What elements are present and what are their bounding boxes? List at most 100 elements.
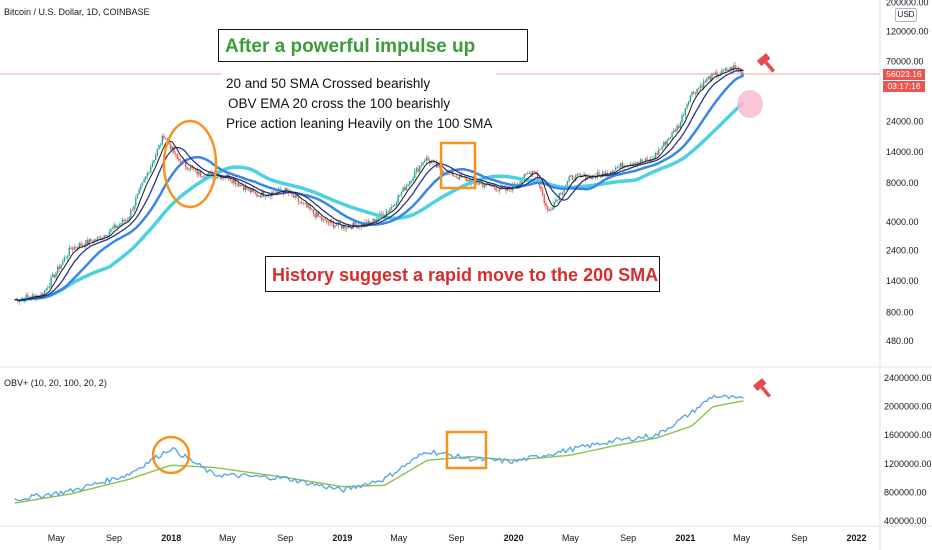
candle-body: [76, 247, 79, 249]
candle-body: [133, 205, 135, 211]
time-tick-label: May: [219, 533, 237, 543]
obv-tick-label: 2400000.00: [884, 373, 932, 383]
candle-body: [571, 175, 574, 180]
candle-body: [360, 223, 363, 227]
candle-body: [585, 173, 587, 180]
obv-tick-label: 2000000.00: [884, 402, 932, 412]
candle-body: [536, 173, 539, 180]
candle-body: [606, 173, 609, 176]
candle-body: [614, 168, 617, 171]
candle-body: [661, 146, 663, 149]
candle-body: [691, 92, 693, 96]
candle-body: [68, 247, 71, 256]
candle-body: [189, 166, 192, 170]
candle-body: [528, 173, 530, 174]
candle-body: [141, 182, 144, 186]
candle-body: [684, 108, 687, 116]
candle-body: [430, 161, 433, 164]
candle-body: [389, 209, 391, 212]
candle-body: [550, 209, 552, 211]
price-tick-label: 4000.00: [886, 217, 919, 227]
candle-body: [93, 239, 95, 243]
countdown-tag: 03:17:16: [883, 81, 925, 92]
candle-body: [659, 148, 662, 150]
candle-body: [90, 239, 92, 242]
candle-body: [299, 201, 301, 203]
candle-body: [196, 168, 198, 175]
hammer-head: [753, 378, 767, 391]
candle-body: [722, 69, 725, 71]
candle-body: [63, 257, 66, 262]
candle-body: [32, 294, 34, 299]
currency-badge[interactable]: USD: [895, 8, 917, 22]
time-tick-label: 2020: [504, 533, 524, 543]
price-panel: [14, 53, 776, 306]
time-tick-label: Sep: [277, 533, 293, 543]
time-tick-label: May: [562, 533, 580, 543]
candle-body: [145, 176, 147, 180]
candle-body: [116, 225, 119, 228]
candle-body: [108, 231, 110, 236]
candle-body: [244, 186, 247, 191]
candle-body: [634, 163, 637, 165]
candle-body: [357, 225, 359, 229]
candle-body: [138, 189, 140, 194]
candle-body: [556, 199, 559, 201]
candle-body: [292, 194, 295, 198]
candle-body: [603, 171, 605, 173]
candle-body: [354, 222, 356, 226]
candle-body: [583, 173, 585, 177]
candle-body: [526, 173, 529, 175]
candle-body: [257, 195, 260, 197]
candle-body: [598, 172, 600, 175]
highlight-box-2019: [439, 141, 477, 190]
candle-body: [174, 153, 177, 155]
candle-body: [125, 220, 127, 222]
candle-body: [319, 216, 321, 218]
candle-body: [98, 237, 100, 238]
candle-body: [531, 170, 534, 175]
candle-body: [613, 170, 615, 173]
candle-body: [689, 95, 692, 102]
candle-body: [477, 183, 479, 185]
candle-body: [164, 138, 167, 140]
candle-body: [377, 217, 379, 220]
candle-body: [47, 287, 49, 289]
candle-body: [395, 202, 398, 206]
candle-body: [306, 203, 308, 208]
candle-body: [639, 159, 642, 163]
chart-title: Bitcoin / U.S. Dollar, 1D, COINBASE: [4, 7, 150, 17]
candle-body: [681, 115, 683, 123]
candle-body: [561, 192, 564, 195]
highlight-circle-2018: [162, 119, 218, 209]
candle-body: [404, 187, 406, 191]
candle-body: [252, 189, 255, 192]
candle-body: [455, 176, 457, 178]
candle-body: [249, 188, 252, 193]
candle-body: [419, 165, 421, 172]
candle-body: [85, 240, 87, 247]
candle-body: [593, 175, 595, 177]
time-tick-label: Sep: [106, 533, 122, 543]
candle-body: [169, 144, 172, 150]
candle-body: [618, 166, 620, 168]
note-line: Price action leaning Heavily on the 100 …: [226, 116, 493, 131]
target-circle: [737, 90, 763, 118]
sma-50-line: [14, 69, 744, 301]
candle-body: [498, 189, 501, 191]
candle-body: [478, 183, 481, 185]
candle-body: [188, 169, 190, 171]
candle-body: [120, 223, 122, 225]
candle-body: [438, 164, 441, 167]
candle-body: [704, 80, 707, 82]
candle-body: [425, 157, 428, 161]
candle-body: [80, 243, 82, 246]
candle-body: [668, 138, 670, 141]
candle-body: [65, 257, 67, 259]
candle-body: [312, 209, 315, 214]
candle-body: [548, 209, 550, 211]
candle-body: [219, 175, 222, 179]
candle-body: [580, 174, 582, 176]
candle-body: [503, 187, 506, 188]
obv-tick-label: 400000.00: [884, 516, 927, 526]
